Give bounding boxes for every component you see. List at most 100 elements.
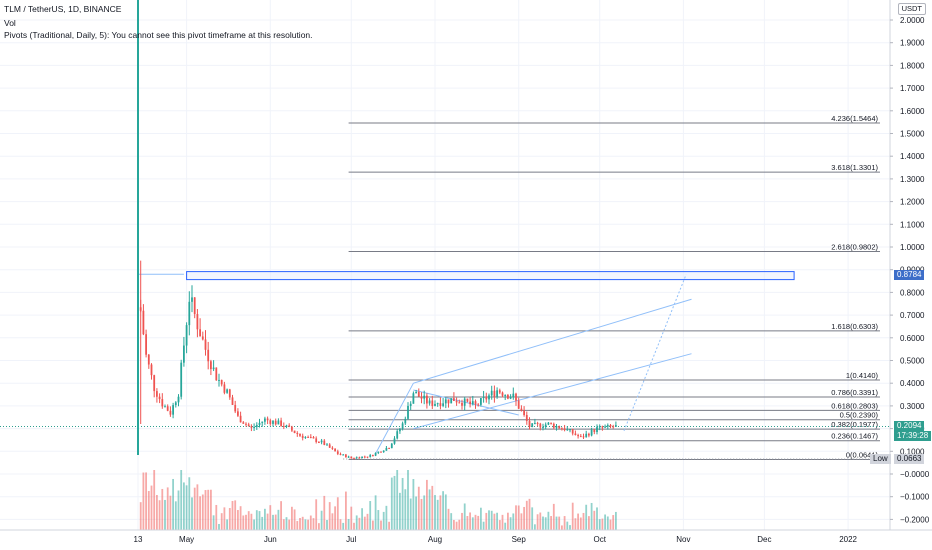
candle-body <box>250 426 253 428</box>
time-axis[interactable]: 13 May Jun Jul Aug Sep Oct Nov Dec 2022 <box>0 529 932 550</box>
volume-bar <box>156 494 158 530</box>
volume-bar <box>509 517 512 530</box>
candle-body <box>191 297 193 302</box>
volume-bar <box>139 502 142 530</box>
volume-bar <box>315 499 318 530</box>
volume-bar <box>142 472 145 530</box>
price-tick-label: 0.3000 <box>900 402 925 411</box>
candle-body <box>536 422 539 424</box>
trend-line[interactable] <box>375 382 414 454</box>
volume-bar <box>490 510 493 530</box>
volume-bar <box>174 501 177 530</box>
candle-body <box>366 456 369 458</box>
volume-bar <box>226 519 228 530</box>
pivots-indicator-label[interactable]: Pivots (Traditional, Daily, 5): You cann… <box>4 30 313 40</box>
candle-body <box>488 395 490 400</box>
time-tick-label: May <box>179 535 194 544</box>
candle-body <box>342 454 345 456</box>
fibonacci-extension[interactable]: 4.236(1.5464) 3.618(1.3301) 2.618(0.9802) 1… <box>348 114 880 460</box>
volume-bar <box>574 518 577 530</box>
candle-body <box>504 394 507 396</box>
volume-bar <box>342 522 345 530</box>
volume-bar <box>498 520 501 530</box>
candle-body <box>571 429 574 434</box>
volume-bar <box>180 470 183 530</box>
projection-line[interactable] <box>623 274 687 432</box>
volume-bar <box>496 512 498 530</box>
candle-body <box>517 400 520 409</box>
candle-body <box>218 379 220 381</box>
volume-bar <box>282 519 285 530</box>
candle-body <box>474 401 477 405</box>
candle-body <box>480 398 482 405</box>
candle-body <box>485 397 488 400</box>
candle-body <box>326 444 328 446</box>
candle-body <box>606 425 609 427</box>
channel-bottom-line[interactable] <box>413 353 692 430</box>
low-label-badge: Low <box>870 453 891 464</box>
candle-body <box>585 433 588 438</box>
volume-bar <box>220 513 223 530</box>
volume-bar <box>274 514 277 530</box>
volume-bar <box>582 512 585 530</box>
channel-top-line[interactable] <box>413 298 692 384</box>
candle-body <box>436 403 439 405</box>
volume-bar <box>531 507 534 530</box>
fib-level-label: 4.236(1.5464) <box>831 114 878 123</box>
volume-bar <box>477 515 480 530</box>
volume-bar <box>199 496 201 530</box>
currency-unit-badge[interactable]: USDT <box>897 3 926 15</box>
price-tick-label: 1.6000 <box>900 107 925 116</box>
candle-body <box>412 393 415 404</box>
candle-body <box>210 361 212 370</box>
volume-indicator-label[interactable]: Vol <box>4 18 16 28</box>
price-tick-label: 0.6000 <box>900 334 925 343</box>
time-tick-label: Dec <box>757 535 771 544</box>
candle-body <box>231 397 234 405</box>
volume-bar <box>423 495 426 530</box>
candle-body <box>588 433 590 436</box>
candle-body <box>574 433 577 435</box>
volume-bar <box>326 520 328 530</box>
candle-body <box>507 394 509 399</box>
candle-body <box>328 444 331 448</box>
wedge-line[interactable] <box>413 389 519 416</box>
volume-bar <box>596 507 598 530</box>
fib-level-label: 1(0.4140) <box>846 371 879 380</box>
volume-bar <box>420 498 423 530</box>
volume-bar <box>377 510 380 530</box>
candle-body <box>215 367 218 381</box>
volume-bar <box>485 512 488 530</box>
candle-body <box>153 375 156 392</box>
volume-bar <box>218 523 220 530</box>
candle-body <box>496 390 498 397</box>
volume-bar <box>517 505 520 530</box>
candle-body <box>172 405 174 415</box>
candle-body <box>396 431 399 439</box>
grid <box>0 0 890 530</box>
resistance-zone[interactable] <box>186 271 795 281</box>
candle-body <box>609 425 612 427</box>
symbol-title[interactable]: TLM / TetherUS, 1D, BINANCE <box>4 4 122 14</box>
volume-bar <box>296 521 299 530</box>
volume-bar <box>428 489 431 530</box>
volume-bar <box>431 485 434 530</box>
candle-body <box>501 392 504 396</box>
volume-bar <box>145 472 147 530</box>
candle-body <box>388 447 390 449</box>
time-tick-label: Oct <box>593 535 606 544</box>
time-tick-label: Aug <box>428 535 442 544</box>
trend-drawings[interactable] <box>0 271 890 460</box>
volume-bar <box>193 487 196 530</box>
volume-bar <box>512 513 515 530</box>
candle-body <box>471 401 474 405</box>
volume-bar <box>550 516 552 530</box>
volume-bar <box>374 495 377 530</box>
volume-bar <box>426 479 428 530</box>
volume-bar <box>366 513 369 530</box>
candle-body <box>417 392 420 397</box>
candle-body <box>156 391 158 397</box>
volume-bar <box>228 508 231 530</box>
volume-bar <box>372 520 374 530</box>
